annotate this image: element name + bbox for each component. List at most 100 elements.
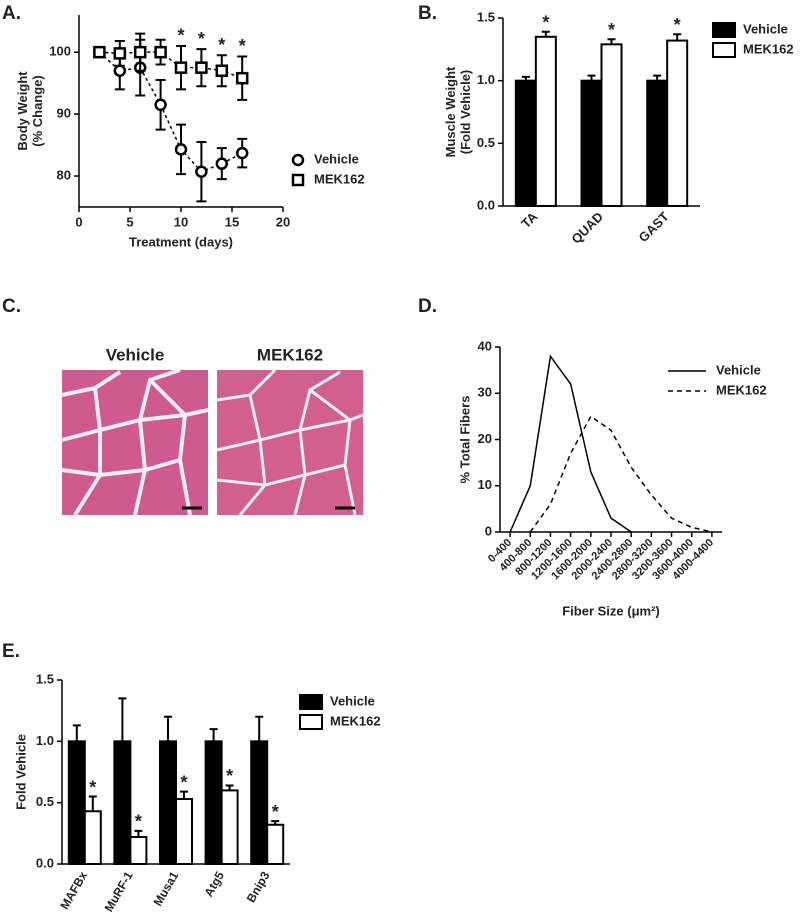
error-bar — [88, 795, 97, 812]
x-axis-label: Fiber Size (μm²) — [562, 603, 660, 618]
histology-image — [61, 368, 364, 517]
bar — [175, 797, 193, 866]
legend-label: Vehicle — [314, 151, 359, 166]
error-bar — [164, 715, 172, 742]
error-bar — [255, 715, 264, 742]
marker — [235, 146, 249, 160]
x-tick-label: 0 — [75, 214, 82, 229]
legend-label: Vehicle — [716, 362, 761, 377]
x-tick-label: Atg5 — [201, 869, 227, 899]
legend-swatch — [712, 42, 736, 58]
y-tick-label: 1.5 — [477, 9, 495, 24]
x-tick-label: MAFBx — [57, 869, 90, 912]
significance-label: * — [177, 26, 184, 46]
legend-label: MEK162 — [330, 713, 381, 728]
bar — [220, 789, 239, 866]
marker — [113, 64, 127, 77]
bar — [666, 39, 689, 208]
significance-label: * — [218, 35, 225, 55]
bar — [204, 740, 223, 865]
y-tick-label: 1.0 — [477, 72, 495, 87]
significance-label: * — [608, 20, 615, 40]
x-tick-label: GAST — [636, 209, 672, 245]
marker — [291, 173, 305, 187]
y-tick-label: 80 — [57, 167, 71, 182]
bar — [67, 740, 86, 865]
y-tick-label: 1.0 — [36, 733, 54, 748]
y-axis-label: Body Weight — [15, 71, 30, 151]
marker — [174, 61, 188, 74]
marker — [215, 157, 229, 170]
bar — [129, 836, 148, 865]
line — [509, 354, 632, 533]
error-bar — [134, 829, 143, 838]
bar — [266, 823, 285, 865]
x-tick-label: 20 — [276, 214, 290, 229]
marker — [93, 45, 106, 59]
y-tick-label: 0 — [485, 523, 492, 538]
bar — [646, 79, 669, 207]
legend-label: MEK162 — [314, 171, 365, 186]
significance-label: * — [198, 29, 205, 49]
panel-title: E. — [2, 641, 20, 662]
significance-label: * — [542, 13, 549, 33]
error-bar — [673, 33, 682, 41]
x-axis-label: Treatment (days) — [129, 234, 233, 249]
significance-label: * — [226, 766, 233, 786]
legend-swatch — [299, 694, 323, 710]
y-tick-label: 0.0 — [477, 197, 495, 212]
y-axis-label: Fold Vehicle — [13, 734, 28, 810]
x-tick-label: Musa1 — [151, 869, 182, 909]
bar — [580, 79, 603, 207]
y-axis-label: (Fold Vehicle) — [458, 70, 473, 155]
y-tick-label: 0.5 — [36, 794, 54, 809]
error-bar — [180, 790, 188, 799]
line — [99, 51, 243, 79]
significance-label: * — [272, 802, 279, 822]
significance-label: * — [674, 15, 681, 35]
error-bar — [118, 697, 127, 742]
x-tick-label: MuRF-1 — [102, 869, 136, 914]
y-axis-label: (% Change) — [30, 75, 45, 147]
x-tick-label: Bnip3 — [244, 869, 273, 905]
x-tick-label: TA — [518, 209, 541, 232]
panel-title: D. — [418, 296, 437, 317]
bar — [514, 79, 537, 207]
bar — [83, 810, 102, 866]
y-axis-label: % Total Fibers — [457, 396, 472, 484]
significance-label: * — [135, 812, 142, 832]
marker — [154, 45, 167, 59]
x-tick-label: 15 — [225, 214, 239, 229]
y-tick-label: 0.5 — [477, 135, 495, 150]
y-tick-label: 90 — [57, 106, 71, 121]
legend-swatch — [299, 714, 323, 730]
image-caption: MEK162 — [257, 345, 323, 364]
bar — [600, 43, 623, 207]
legend-label: Vehicle — [330, 693, 375, 708]
marker — [215, 64, 229, 77]
line — [529, 415, 713, 533]
marker — [113, 47, 127, 60]
y-tick-label: 30 — [478, 385, 492, 400]
y-tick-label: 0.0 — [36, 855, 54, 870]
significance-label: * — [89, 777, 96, 797]
error-bar — [209, 728, 218, 742]
bar — [159, 740, 177, 865]
x-tick-label: 5 — [126, 214, 133, 229]
y-tick-label: 1.5 — [36, 671, 54, 686]
y-tick-label: 100 — [49, 44, 71, 59]
marker — [291, 153, 305, 167]
x-tick-label: 10 — [174, 214, 188, 229]
marker — [154, 98, 167, 112]
x-tick-label: QUAD — [568, 209, 606, 247]
marker — [174, 143, 188, 156]
marker — [195, 61, 208, 74]
y-tick-label: 10 — [478, 477, 492, 492]
legend-label: MEK162 — [743, 41, 794, 56]
legend-label: Vehicle — [743, 21, 788, 36]
error-bar — [72, 724, 81, 742]
image-caption: Vehicle — [106, 345, 165, 364]
marker — [195, 165, 208, 178]
legend-label: MEK162 — [716, 382, 767, 397]
